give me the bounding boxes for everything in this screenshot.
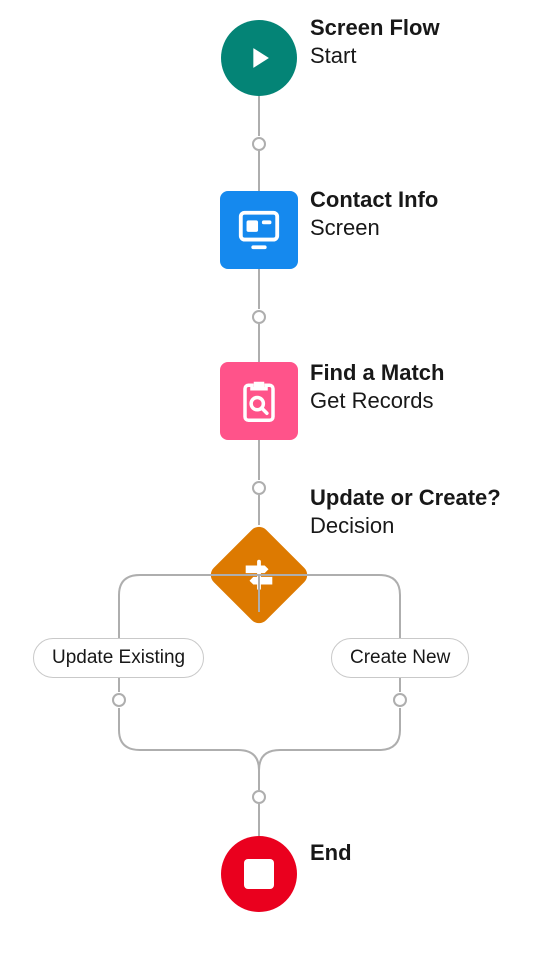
branch-label: Update Existing: [52, 647, 185, 668]
add-element-circle[interactable]: [252, 790, 266, 804]
connector: [118, 678, 120, 692]
flow-canvas: Screen Flow Start Contact Info Screen Fi…: [0, 0, 536, 954]
branch-update-existing[interactable]: Update Existing: [33, 638, 204, 678]
add-element-circle[interactable]: [112, 693, 126, 707]
branch-connectors: [0, 0, 536, 954]
node-end-label: End: [310, 839, 352, 867]
branch-label: Create New: [350, 647, 450, 668]
stop-icon: [244, 859, 274, 889]
connector: [399, 678, 401, 692]
branch-create-new[interactable]: Create New: [331, 638, 469, 678]
add-element-circle[interactable]: [393, 693, 407, 707]
node-title: End: [310, 839, 352, 867]
node-end[interactable]: [221, 836, 297, 912]
connector: [258, 804, 260, 836]
